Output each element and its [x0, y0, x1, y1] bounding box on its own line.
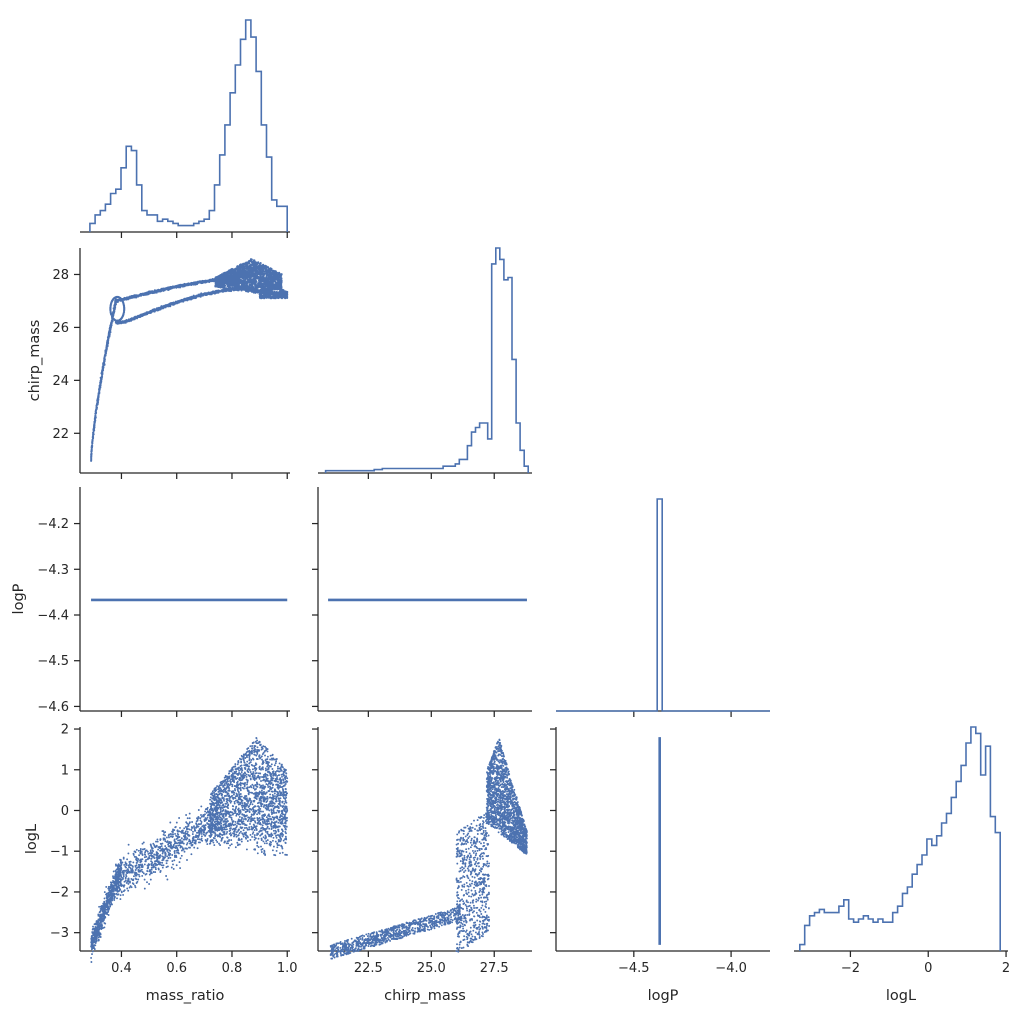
x-tick-label: 0: [924, 961, 932, 976]
x-tick-label: 0.6: [166, 961, 187, 976]
scatter-chirp-vs-q: [90, 258, 289, 462]
hist-chirp-mass: [324, 247, 529, 473]
y-tick-label: −2: [50, 885, 69, 900]
y-tick-label: 0: [61, 804, 69, 819]
x-tick-label: 2: [1002, 961, 1010, 976]
y-tick-label: −4.5: [37, 654, 69, 669]
x-tick-label: 0.4: [111, 961, 132, 976]
y-tick-label: 24: [52, 374, 69, 389]
chart-marks: −2 0 222242628−4.2−4.3−4.4−4.5−4.6210−1−2−…: [11, 19, 1010, 1004]
hist-logL: [799, 726, 1001, 951]
x-tick-label: −2: [841, 961, 860, 976]
x-tick-label: 25.0: [417, 961, 446, 976]
y-tick-label: −4.4: [37, 609, 69, 624]
hist-logP: [556, 498, 770, 712]
x-tick-label: −4.5: [618, 961, 650, 976]
y-tick-label: −4.2: [37, 517, 69, 532]
hist-mass-ratio: [89, 19, 288, 232]
y-axis-label: chirp_mass: [27, 320, 43, 402]
x-tick-label: −4.0: [715, 961, 747, 976]
scatter-logL-vs-chirp: [329, 738, 528, 960]
x-axis-label: chirp_mass: [384, 988, 466, 1004]
y-tick-label: −1: [50, 845, 69, 860]
y-tick-label: 22: [52, 427, 69, 442]
x-axis-label: logL: [886, 988, 916, 1004]
y-tick-label: 26: [52, 321, 69, 336]
x-axis-label: mass_ratio: [146, 988, 225, 1004]
y-axis-label: logP: [11, 583, 27, 614]
y-tick-label: 1: [61, 763, 69, 778]
x-tick-label: 27.5: [480, 961, 509, 976]
x-tick-label: 1.0: [277, 961, 298, 976]
x-tick-label: 0.8: [222, 961, 243, 976]
x-axis-label: logP: [648, 988, 679, 1004]
y-tick-label: −4.6: [37, 700, 69, 715]
y-tick-label: 28: [52, 268, 69, 283]
x-tick-label: 22.5: [354, 961, 383, 976]
y-tick-label: −3: [50, 926, 69, 941]
y-tick-label: −4.3: [37, 563, 69, 578]
y-axis-label: logL: [24, 824, 40, 854]
scatter-logL-vs-q: [90, 737, 289, 963]
y-tick-label: 2: [61, 723, 69, 738]
